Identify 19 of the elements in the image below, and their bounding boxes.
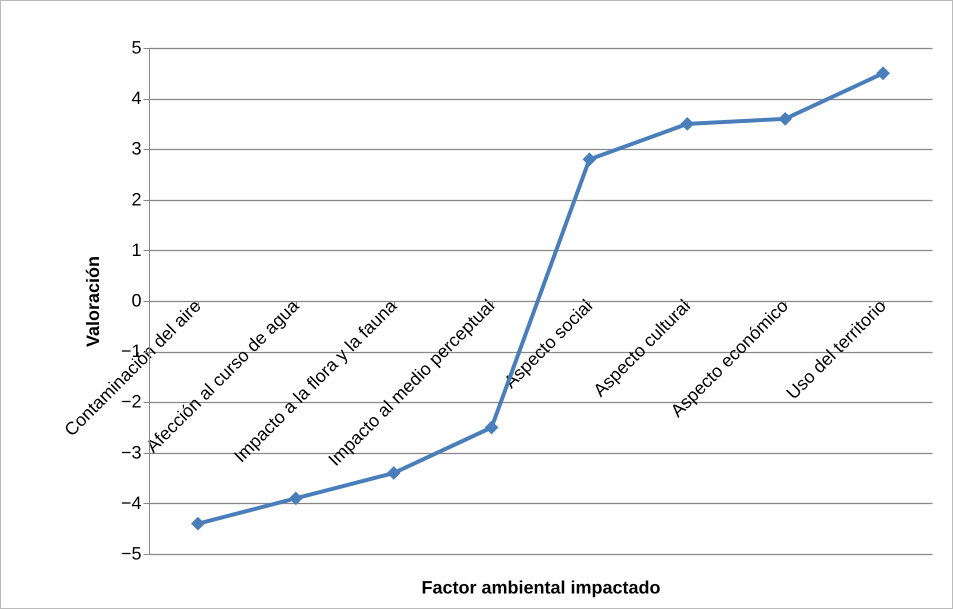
y-tick-label: 5 [131, 38, 142, 58]
point [288, 491, 303, 506]
point [778, 112, 792, 126]
y-tick-label: 4 [131, 88, 142, 108]
y-tick-label: −3 [120, 442, 142, 462]
y-tick-label: 3 [131, 138, 142, 159]
point [582, 152, 596, 166]
y-tick-label: 2 [131, 189, 142, 210]
y-tick-label: −5 [120, 544, 142, 564]
y-axis-title: Valoración [82, 256, 103, 348]
point [386, 466, 401, 480]
point [191, 516, 205, 531]
point [876, 66, 890, 80]
point [680, 117, 694, 131]
x-axis-title: Factor ambiental impactado [421, 578, 661, 598]
point [484, 420, 498, 434]
y-tick-label: 1 [131, 240, 142, 260]
y-tick-label: 0 [131, 290, 142, 310]
y-tick-label: −4 [120, 492, 142, 513]
